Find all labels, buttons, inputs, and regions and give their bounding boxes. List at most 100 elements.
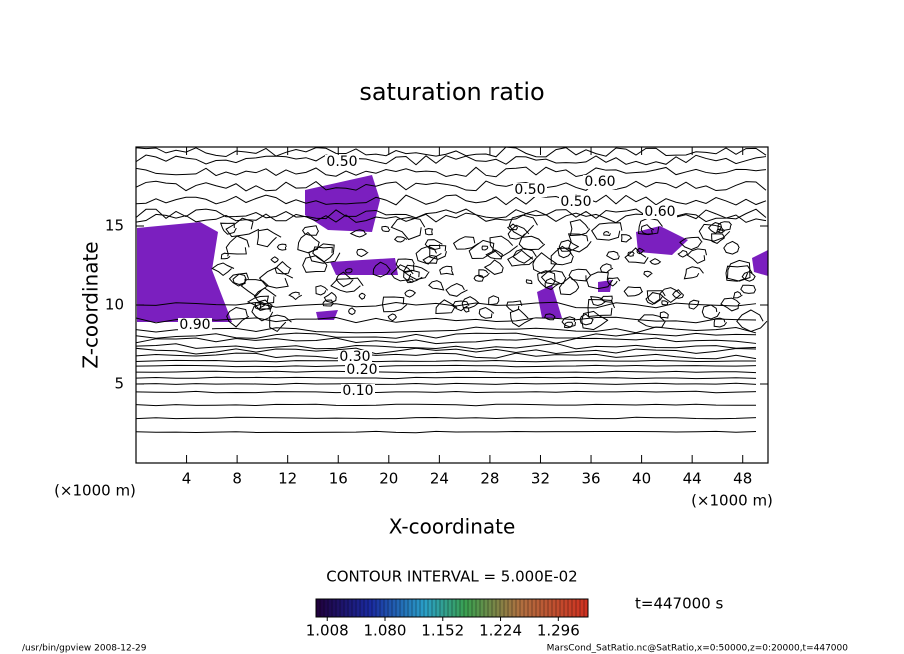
contour-line xyxy=(600,295,613,303)
contour-line xyxy=(683,266,704,280)
contour-label-bg xyxy=(345,363,379,377)
x-tick-label: 8 xyxy=(232,470,242,488)
contour-label-bg xyxy=(513,183,547,197)
contour-line xyxy=(507,224,530,240)
contour-line xyxy=(544,277,560,291)
colorbar-tick-label: 1.296 xyxy=(537,622,580,640)
contour-label: 0.10 xyxy=(342,383,373,399)
contour-interval: CONTOUR INTERVAL = 5.000E-02 xyxy=(326,568,577,586)
contour-line xyxy=(136,301,757,309)
contour-line xyxy=(713,317,727,328)
contour-label-bg xyxy=(643,205,677,219)
contour-line xyxy=(348,307,357,316)
contour-line xyxy=(726,259,751,282)
footer-left: /usr/bin/gpview 2008-12-29 xyxy=(22,644,147,654)
footer-right: MarsCond_SatRatio.nc@SatRatio,x=0:50000,… xyxy=(547,644,849,654)
filled-region xyxy=(598,280,612,292)
contour-line xyxy=(563,321,574,329)
contour-line xyxy=(315,285,329,296)
contour-line xyxy=(387,313,398,322)
contour-line xyxy=(707,222,723,234)
contour-line xyxy=(253,287,277,305)
contour-line xyxy=(659,311,670,319)
contour-line xyxy=(716,228,725,234)
contour-line xyxy=(390,216,426,241)
contour-line xyxy=(136,342,757,350)
contour-label-bg xyxy=(325,155,359,169)
contour-line xyxy=(136,180,767,192)
y-axis-label: Z-coordinate xyxy=(79,241,103,368)
contour-line xyxy=(381,296,408,313)
contour-line xyxy=(483,259,504,275)
contour-label: 0.60 xyxy=(584,174,615,190)
contour-line xyxy=(136,416,757,420)
contour-line xyxy=(473,274,485,282)
colorbar xyxy=(315,598,589,618)
contour-line xyxy=(276,243,287,251)
contour-line xyxy=(288,291,303,301)
contour-line xyxy=(686,248,707,264)
contour-line xyxy=(489,235,519,258)
contour-line xyxy=(429,244,447,260)
contour-line xyxy=(506,300,523,313)
contour-line xyxy=(637,217,663,236)
contour-line xyxy=(698,223,731,242)
contour-line xyxy=(136,154,767,166)
contour-line xyxy=(330,277,364,293)
contour-line xyxy=(732,291,743,299)
contour-line xyxy=(507,249,536,267)
contour-line xyxy=(532,252,558,274)
contour-line xyxy=(302,255,328,273)
contour-line xyxy=(677,249,688,258)
contour-label-bg xyxy=(341,384,375,398)
contour-line xyxy=(136,166,767,178)
contour-line xyxy=(381,225,391,232)
contour-line xyxy=(568,268,591,282)
contour-line xyxy=(219,222,237,235)
contour-line xyxy=(404,289,417,298)
contour-line xyxy=(461,296,480,309)
contour-line xyxy=(540,270,567,285)
contour-line xyxy=(445,283,468,297)
contour-line xyxy=(525,279,533,285)
contour-line xyxy=(603,230,611,237)
x-tick-label: 36 xyxy=(581,470,600,488)
contour-line xyxy=(136,430,757,434)
contour-line xyxy=(468,239,497,260)
contour-line xyxy=(736,309,768,333)
contour-line xyxy=(478,306,495,319)
contour-line xyxy=(439,265,455,276)
contour-line xyxy=(435,299,458,315)
x-tick-label: 16 xyxy=(329,470,348,488)
contour-line xyxy=(246,295,270,312)
contour-line xyxy=(136,382,757,386)
contour-line xyxy=(701,304,721,320)
contour-line xyxy=(620,234,633,243)
contour-line xyxy=(488,295,500,306)
x-tick-label: 24 xyxy=(430,470,449,488)
filled-region xyxy=(636,226,688,255)
contour-line xyxy=(136,376,757,380)
contour-line xyxy=(424,239,443,251)
contour-line xyxy=(312,246,335,263)
contour-line xyxy=(508,214,538,238)
contour-line xyxy=(136,347,757,355)
contour-line xyxy=(211,262,235,277)
contour-line xyxy=(627,251,635,257)
contour-line xyxy=(297,231,320,254)
contour-line xyxy=(358,292,366,300)
contour-line xyxy=(232,273,247,286)
contour-line xyxy=(251,303,274,322)
contour-line xyxy=(550,245,574,266)
x-tick-label: 44 xyxy=(683,470,702,488)
contour-line xyxy=(452,236,479,250)
contour-line xyxy=(579,313,594,326)
contour-line xyxy=(270,256,279,264)
contour-line xyxy=(415,245,442,265)
contour-line xyxy=(136,194,767,206)
contour-label-bg xyxy=(583,175,617,189)
contour-line xyxy=(405,278,415,284)
contour-line xyxy=(606,277,621,287)
contour-line xyxy=(136,390,757,394)
